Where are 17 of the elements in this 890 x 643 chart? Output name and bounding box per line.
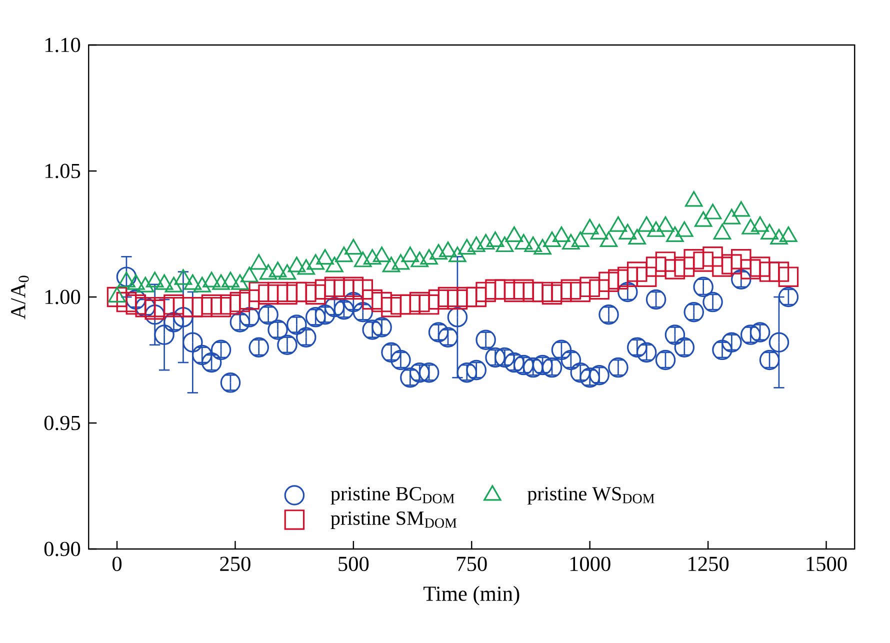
y-tick-label: 0.95 xyxy=(44,416,80,430)
x-tick-label: 1500 xyxy=(806,556,847,572)
x-tick-label: 750 xyxy=(457,556,487,572)
y-axis-title: A/A$_{0}$ xyxy=(11,276,29,320)
x-tick-label: 1250 xyxy=(688,556,729,572)
x-tick-label: 0 xyxy=(112,556,122,572)
legend-label: pristine SM$_{DOM}$ xyxy=(330,511,457,529)
x-tick-label: 250 xyxy=(220,556,250,572)
legend-label: pristine WS$_{DOM}$ xyxy=(527,487,654,505)
y-tick-label: 1.00 xyxy=(45,290,80,304)
x-tick-label: 500 xyxy=(338,556,369,572)
x-tick-label: 1000 xyxy=(570,556,610,572)
x-axis-title: Time (min) xyxy=(424,586,520,606)
legend-label: pristine BC$_{DOM}$ xyxy=(330,487,454,505)
y-tick-label: 1.10 xyxy=(45,38,80,52)
y-tick-label: 1.05 xyxy=(45,164,80,178)
y-tick-label: 0.90 xyxy=(44,542,80,556)
